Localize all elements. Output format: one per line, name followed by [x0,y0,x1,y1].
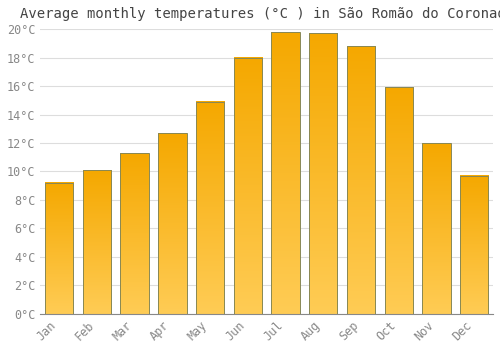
Bar [120,153,149,314]
Title: Average monthly temperatures (°C ) in São Romão do Coronado: Average monthly temperatures (°C ) in Sã… [20,7,500,21]
Bar [309,33,338,314]
Bar [234,57,262,314]
Bar [422,143,450,314]
Bar [83,170,111,314]
Bar [384,88,413,314]
Bar [45,183,74,314]
Bar [460,176,488,314]
Bar [196,102,224,314]
Bar [158,133,186,314]
Bar [347,46,375,314]
Bar [272,32,299,314]
